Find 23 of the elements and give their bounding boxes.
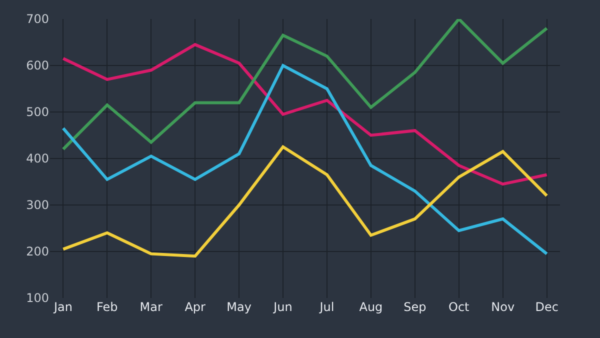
x-tick-label: Jul — [318, 300, 334, 314]
x-tick-label: Oct — [448, 300, 470, 314]
line-series — [62, 64, 548, 256]
y-tick-label: 400 — [26, 152, 49, 166]
x-tick-label: Nov — [491, 300, 515, 314]
x-tick-label: Jun — [272, 300, 292, 314]
y-tick-label: 200 — [26, 244, 49, 259]
line-series — [62, 43, 548, 186]
line-series — [62, 145, 548, 258]
y-tick-label: 300 — [26, 198, 49, 212]
x-tick-label: Jan — [52, 300, 72, 314]
x-tick-label: Aug — [359, 300, 383, 314]
y-tick-label: 700 — [26, 12, 49, 26]
x-tick-label: Dec — [535, 300, 558, 314]
y-tick-label: 500 — [26, 105, 49, 120]
x-tick-label: Mar — [140, 300, 163, 314]
x-tick-label: Sep — [404, 300, 426, 314]
x-tick-label: May — [226, 300, 252, 314]
y-tick-label: 600 — [26, 58, 49, 73]
x-tick-label: Feb — [96, 300, 118, 314]
line-series — [62, 19, 548, 151]
y-tick-label: 100 — [26, 291, 49, 306]
x-tick-label: Apr — [184, 300, 206, 314]
